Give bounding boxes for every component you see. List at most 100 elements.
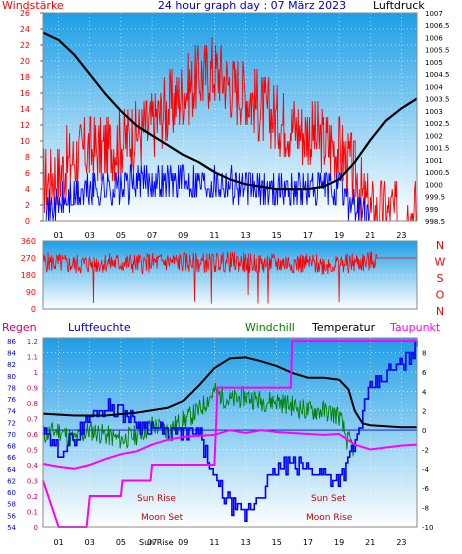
- wind-tick-label: 14: [20, 105, 30, 114]
- humidity-tick-label: 68: [7, 443, 16, 451]
- pressure-axis-title: Luftdruck: [373, 0, 425, 12]
- humidity-tick-label: 60: [7, 489, 16, 497]
- time-tick-label: 19: [334, 231, 344, 240]
- time-tick-label: 01: [53, 231, 63, 240]
- rain-tick-label: 1.2: [27, 338, 38, 346]
- direction-panel-frame: [42, 240, 418, 310]
- temperature-tick-label: -10: [422, 524, 433, 532]
- humidity-tick-label: 64: [7, 466, 16, 474]
- humidity-tick-label: 54: [7, 524, 16, 532]
- temperature-tick-label: -2: [422, 446, 429, 454]
- wind-tick-label: 26: [20, 9, 30, 18]
- time-tick-label: 13: [240, 538, 250, 547]
- dewpoint-line: [42, 429, 418, 470]
- rain-tick-label: 0.5: [27, 447, 38, 455]
- pressure-tick-label: 1002.5: [425, 120, 450, 128]
- humidity-tick-label: 58: [7, 501, 16, 509]
- compass-label: N: [436, 239, 444, 252]
- pressure-tick-label: 1007: [425, 10, 443, 18]
- pressure-tick-label: 1004.5: [425, 71, 450, 79]
- time-tick-label: 03: [85, 538, 95, 547]
- rain-tick-label: 1: [34, 369, 38, 377]
- time-tick-label: 11: [209, 538, 219, 547]
- dewpoint-title: Taupunkt: [389, 321, 441, 334]
- annotation-sun-set: Sun Set: [311, 494, 346, 504]
- humidity-tick-label: 74: [7, 408, 16, 416]
- temperature-title: Temperatur: [311, 321, 376, 334]
- wind-tick-label: 8: [25, 153, 30, 162]
- wind-panel-frame: [42, 12, 418, 222]
- humidity-tick-label: 66: [7, 454, 16, 462]
- temperature-tick-label: 6: [422, 369, 427, 377]
- wind-tick-label: 20: [20, 57, 30, 66]
- pressure-tick-label: 1001.5: [425, 145, 450, 153]
- rain-tick-label: 0.7: [27, 416, 38, 424]
- pressure-tick-label: 1000: [425, 181, 443, 189]
- temperature-tick-label: -4: [422, 466, 430, 474]
- time-tick-label: 03: [85, 231, 95, 240]
- rain-tick-label: 0.6: [27, 431, 39, 439]
- time-tick-label: 21: [365, 538, 375, 547]
- temperature-tick-label: 4: [422, 388, 427, 396]
- pressure-tick-label: 1002: [425, 132, 443, 140]
- pressure-tick-label: 1003: [425, 108, 443, 116]
- time-tick-label: 17: [303, 231, 313, 240]
- pressure-tick-label: 999.5: [425, 194, 445, 202]
- wind-axis-title: Windstärke: [2, 0, 64, 12]
- direction-tick-label: 270: [21, 254, 36, 263]
- compass-label: W: [435, 256, 446, 269]
- pressure-tick-label: 1006: [425, 34, 443, 42]
- time-tick-label: 13: [240, 231, 250, 240]
- humidity-tick-label: 56: [7, 512, 16, 520]
- rain-tick-label: 0.4: [27, 462, 39, 470]
- temperature-tick-label: -6: [422, 485, 430, 493]
- humidity-tick-label: 72: [7, 419, 16, 427]
- humidity-tick-label: 80: [7, 373, 16, 381]
- humidity-tick-label: 70: [7, 431, 16, 439]
- chart-marks: [42, 31, 418, 528]
- windchill-line: [42, 382, 355, 457]
- time-tick-label: 07: [147, 231, 157, 240]
- pressure-tick-label: 998.5: [425, 218, 445, 226]
- time-tick-label: 15: [272, 538, 282, 547]
- windchill-title: Windchill: [245, 321, 295, 334]
- pressure-tick-label: 1005.5: [425, 47, 450, 55]
- time-tick-label: 09: [178, 231, 188, 240]
- wind-tick-label: 18: [20, 73, 30, 82]
- wind-tick-label: 16: [20, 89, 30, 98]
- compass-label: O: [436, 289, 445, 302]
- wind-direction-line: [42, 251, 417, 304]
- rain-tick-label: 1.1: [27, 354, 38, 362]
- wind-tick-label: 10: [20, 137, 30, 146]
- pressure-tick-label: 1004: [425, 83, 443, 91]
- wind-tick-label: 22: [20, 41, 30, 50]
- wind-tick-label: 6: [25, 169, 30, 178]
- wind-tick-label: 24: [20, 25, 30, 34]
- chart-title: 24 hour graph day : 07 März 2023: [158, 0, 346, 12]
- direction-tick-label: 90: [26, 288, 36, 297]
- humidity-tick-label: 84: [7, 350, 16, 358]
- wind-tick-label: 0: [25, 217, 30, 226]
- rain-tick-label: 0.2: [27, 493, 38, 501]
- annotation-sun-rise-axis: Sun Rise: [139, 538, 174, 547]
- rain-title: Regen: [2, 321, 37, 334]
- pressure-tick-label: 1006.5: [425, 22, 450, 30]
- pressure-line: [42, 31, 418, 191]
- time-tick-label: 23: [396, 538, 406, 547]
- temperature-tick-label: 0: [422, 427, 426, 435]
- humidity-tick-label: 76: [7, 396, 16, 404]
- humidity-tick-label: 82: [7, 361, 16, 369]
- time-tick-label: 09: [178, 538, 188, 547]
- temperature-line: [42, 356, 417, 429]
- temperature-tick-label: 2: [422, 408, 426, 416]
- humidity-tick-label: 78: [7, 384, 16, 392]
- pressure-tick-label: 1001: [425, 157, 443, 165]
- wind-tick-label: 12: [20, 121, 30, 130]
- direction-panel-bg: [43, 241, 417, 309]
- pressure-tick-label: 1000.5: [425, 169, 450, 177]
- time-tick-label: 05: [116, 538, 126, 547]
- rain-tick-label: 0.8: [27, 400, 38, 408]
- rain-tick-label: 0.1: [27, 509, 38, 517]
- pressure-tick-label: 999: [425, 206, 438, 214]
